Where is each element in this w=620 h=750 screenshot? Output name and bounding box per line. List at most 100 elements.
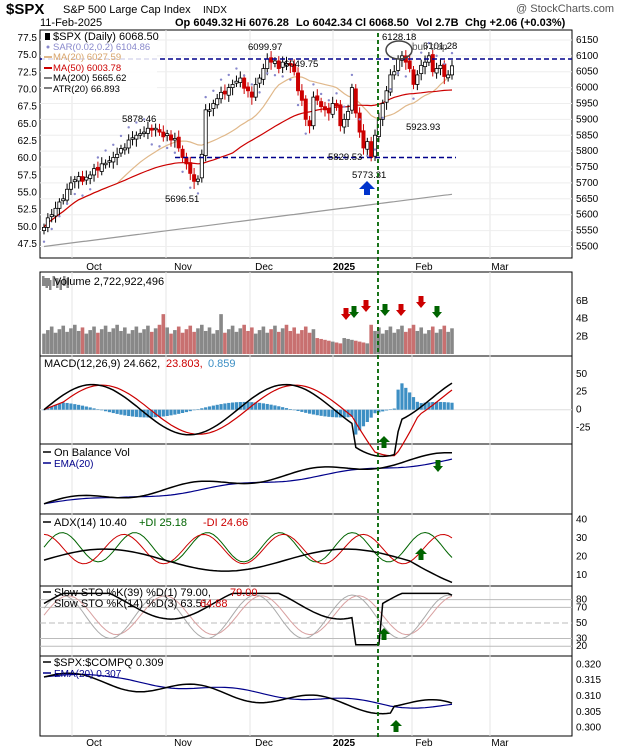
macd-hist-63 bbox=[284, 408, 289, 410]
macd-hist-46 bbox=[219, 404, 223, 410]
volume-bar-10 bbox=[80, 327, 85, 354]
volume-bar-19 bbox=[115, 324, 119, 354]
volume-bar-34 bbox=[173, 330, 177, 354]
x-label-bottom-2: Dec bbox=[255, 738, 273, 749]
candle-body-15 bbox=[99, 163, 104, 172]
price-left-tick-10: 52.5 bbox=[18, 205, 38, 216]
sar-dot-52 bbox=[242, 74, 246, 77]
candle-body-63 bbox=[284, 63, 289, 66]
macd-hist-91 bbox=[392, 408, 396, 410]
macd-hist-100 bbox=[427, 402, 431, 410]
candle-body-13 bbox=[92, 168, 97, 176]
volume-bar-1 bbox=[46, 330, 50, 354]
candle-body-22 bbox=[126, 139, 131, 149]
candle-body-31 bbox=[161, 131, 166, 138]
price-right-tick-10: 5650 bbox=[576, 194, 599, 205]
candle-body-106 bbox=[449, 65, 454, 76]
volume-bar-38 bbox=[188, 325, 193, 354]
candle-body-105 bbox=[446, 74, 451, 79]
candle-body-12 bbox=[88, 174, 93, 179]
volume-bar-13 bbox=[92, 326, 96, 354]
candle-body-9 bbox=[76, 176, 81, 182]
volume-bar-51 bbox=[238, 328, 243, 354]
macd-hist-52 bbox=[242, 401, 246, 410]
sar-dot-90 bbox=[389, 87, 392, 91]
macd-hist-6 bbox=[65, 402, 69, 410]
x-axis-top: Oct Nov Dec 2025 Feb Mar bbox=[86, 262, 509, 273]
candle-body-38 bbox=[188, 162, 193, 174]
volume-bar-16 bbox=[103, 325, 108, 354]
volume-bar-31 bbox=[161, 314, 166, 354]
macd-hist-57 bbox=[261, 403, 265, 410]
sto-fast-k-line bbox=[43, 594, 453, 639]
volume-bar-8 bbox=[72, 324, 77, 354]
sto-tick-0: 80 bbox=[576, 595, 588, 606]
price-left-tick-6: 62.5 bbox=[18, 136, 38, 147]
candle-body-56 bbox=[257, 77, 262, 84]
price-left-tick-0: 77.5 bbox=[18, 33, 38, 44]
volume-red-arrow-2 bbox=[361, 300, 371, 312]
volume-bar-56 bbox=[257, 330, 262, 354]
macd-label-3: 0.859 bbox=[208, 358, 236, 370]
macd-hist-14 bbox=[96, 409, 100, 410]
sar-dot-100 bbox=[427, 41, 431, 45]
macd-hist-77 bbox=[338, 409, 342, 418]
volume-bar-63 bbox=[284, 324, 289, 354]
ratio-tick-2: 0.310 bbox=[576, 691, 601, 702]
volume-bar-93 bbox=[400, 325, 404, 354]
candle-body-34 bbox=[172, 138, 177, 141]
volume-legend-bar-7 bbox=[66, 278, 69, 288]
macd-hist-68 bbox=[304, 409, 308, 413]
volume-bar-36 bbox=[180, 332, 185, 354]
legend-price: $SPX (Daily) 6068.50 bbox=[53, 31, 159, 43]
exchange: INDX bbox=[203, 5, 227, 16]
macd-hist-20 bbox=[119, 409, 123, 415]
annotation-6099: 6099.97 bbox=[248, 42, 282, 53]
adx-tick-1: 30 bbox=[576, 533, 588, 544]
ratio-ema-line bbox=[43, 673, 453, 709]
adx-label-3: -DI 24.66 bbox=[203, 517, 248, 529]
macd-tick-3: -25 bbox=[576, 423, 591, 434]
sar-dot-6 bbox=[65, 202, 69, 205]
macd-hist-12 bbox=[88, 407, 92, 410]
volume-bar-89 bbox=[384, 330, 389, 354]
legend-ma20: MA(20) 6027.59 bbox=[53, 52, 121, 63]
candle-body-43 bbox=[207, 109, 212, 112]
volume-bar-85 bbox=[369, 324, 373, 354]
x-label-top-3: 2025 bbox=[333, 262, 356, 273]
volume-bar-12 bbox=[88, 330, 92, 354]
volume-bar-105 bbox=[446, 331, 450, 354]
annotation-5923: 5923.93 bbox=[406, 122, 440, 133]
sar-dot-40 bbox=[196, 192, 200, 195]
candle-body-74 bbox=[326, 108, 331, 114]
macd-hist-18 bbox=[111, 409, 115, 414]
ratio-line bbox=[43, 672, 453, 715]
macd-hist-23 bbox=[130, 409, 135, 417]
obv-chart bbox=[43, 451, 453, 505]
candle-body-104 bbox=[442, 63, 447, 77]
candle-body-67 bbox=[299, 90, 304, 101]
macd-hist-96 bbox=[411, 397, 416, 410]
macd-hist-60 bbox=[273, 405, 277, 410]
volume-bar-20 bbox=[119, 330, 123, 354]
volume-bar-94 bbox=[404, 331, 408, 354]
quote-low: Lo 6042.34 bbox=[296, 17, 353, 29]
volume-legend-bar-3 bbox=[52, 276, 55, 286]
candle-body-40 bbox=[195, 178, 200, 182]
volume-bar-39 bbox=[192, 331, 196, 354]
candle-body-102 bbox=[434, 68, 439, 74]
macd-hist-75 bbox=[331, 409, 335, 418]
macd-hist-28 bbox=[150, 409, 154, 418]
macd-hist-58 bbox=[265, 403, 269, 410]
sar-dot-32 bbox=[165, 146, 169, 150]
volume-bar-42 bbox=[203, 330, 208, 354]
price-right-tick-4: 5950 bbox=[576, 98, 599, 109]
candle-body-49 bbox=[230, 84, 235, 89]
volume-green-arrow-3 bbox=[432, 306, 442, 318]
annotation-5696: 5696.51 bbox=[165, 194, 199, 205]
volume-bar-71 bbox=[315, 338, 320, 354]
candle-body-1 bbox=[45, 217, 50, 228]
x-label-top-0: Oct bbox=[86, 262, 102, 273]
candle-body-80 bbox=[349, 87, 354, 111]
adx-tick-0: 40 bbox=[576, 515, 588, 526]
